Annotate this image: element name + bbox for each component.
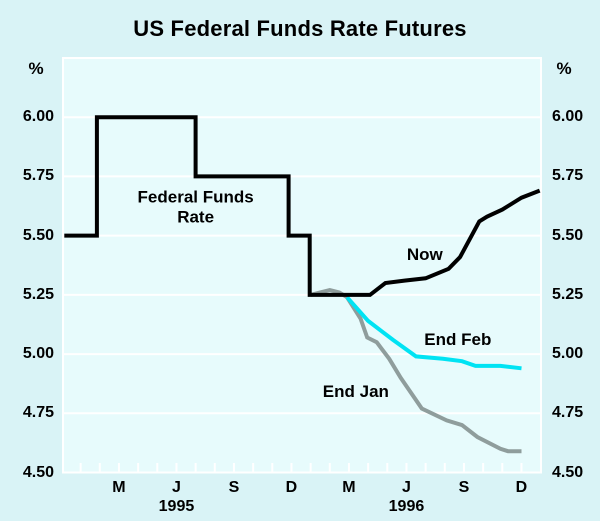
x-year-1995: 1995 bbox=[158, 498, 195, 515]
y-tick-right-4.50: 4.50 bbox=[552, 463, 584, 481]
x-tick-24: D bbox=[515, 479, 528, 496]
y-tick-left-5.75: 5.75 bbox=[22, 167, 54, 185]
y-tick-left-5.25: 5.25 bbox=[22, 285, 54, 303]
x-tick-9: S bbox=[228, 479, 240, 496]
annotation-federal-funds-rate: Federal Funds Rate bbox=[137, 187, 254, 227]
x-tick-6: J bbox=[172, 479, 181, 496]
plot-area bbox=[62, 57, 542, 474]
y-tick-left-6.00: 6.00 bbox=[22, 108, 54, 126]
y-tick-left-5.00: 5.00 bbox=[22, 345, 54, 363]
annotation-now: Now bbox=[406, 244, 443, 264]
x-tick-12: D bbox=[285, 479, 298, 496]
y-tick-left-4.75: 4.75 bbox=[22, 404, 54, 422]
chart-title: US Federal Funds Rate Futures bbox=[133, 16, 467, 41]
x-tick-18: J bbox=[402, 479, 411, 496]
y-tick-right-5.50: 5.50 bbox=[552, 226, 584, 244]
series-end-feb bbox=[345, 295, 522, 371]
series-fed-funds-now bbox=[64, 115, 541, 297]
annotation-end-feb: End Feb bbox=[424, 330, 492, 349]
series-end-jan bbox=[310, 288, 522, 454]
x-year-1996: 1996 bbox=[388, 498, 425, 515]
y-axis-unit-left: % bbox=[28, 59, 44, 78]
x-tick-15: M bbox=[342, 479, 356, 496]
y-tick-left-5.50: 5.50 bbox=[22, 226, 54, 244]
y-tick-right-5.25: 5.25 bbox=[552, 285, 584, 303]
y-axis-unit-right: % bbox=[556, 59, 572, 78]
y-tick-left-4.50: 4.50 bbox=[22, 463, 54, 481]
x-tick-21: S bbox=[458, 479, 470, 496]
y-tick-right-5.75: 5.75 bbox=[552, 167, 584, 185]
y-tick-right-6.00: 6.00 bbox=[552, 108, 584, 126]
annotation-end-jan: End Jan bbox=[322, 382, 389, 402]
x-tick-3: M bbox=[112, 479, 126, 496]
y-tick-right-5.00: 5.00 bbox=[552, 345, 584, 363]
y-tick-right-4.75: 4.75 bbox=[552, 404, 584, 422]
